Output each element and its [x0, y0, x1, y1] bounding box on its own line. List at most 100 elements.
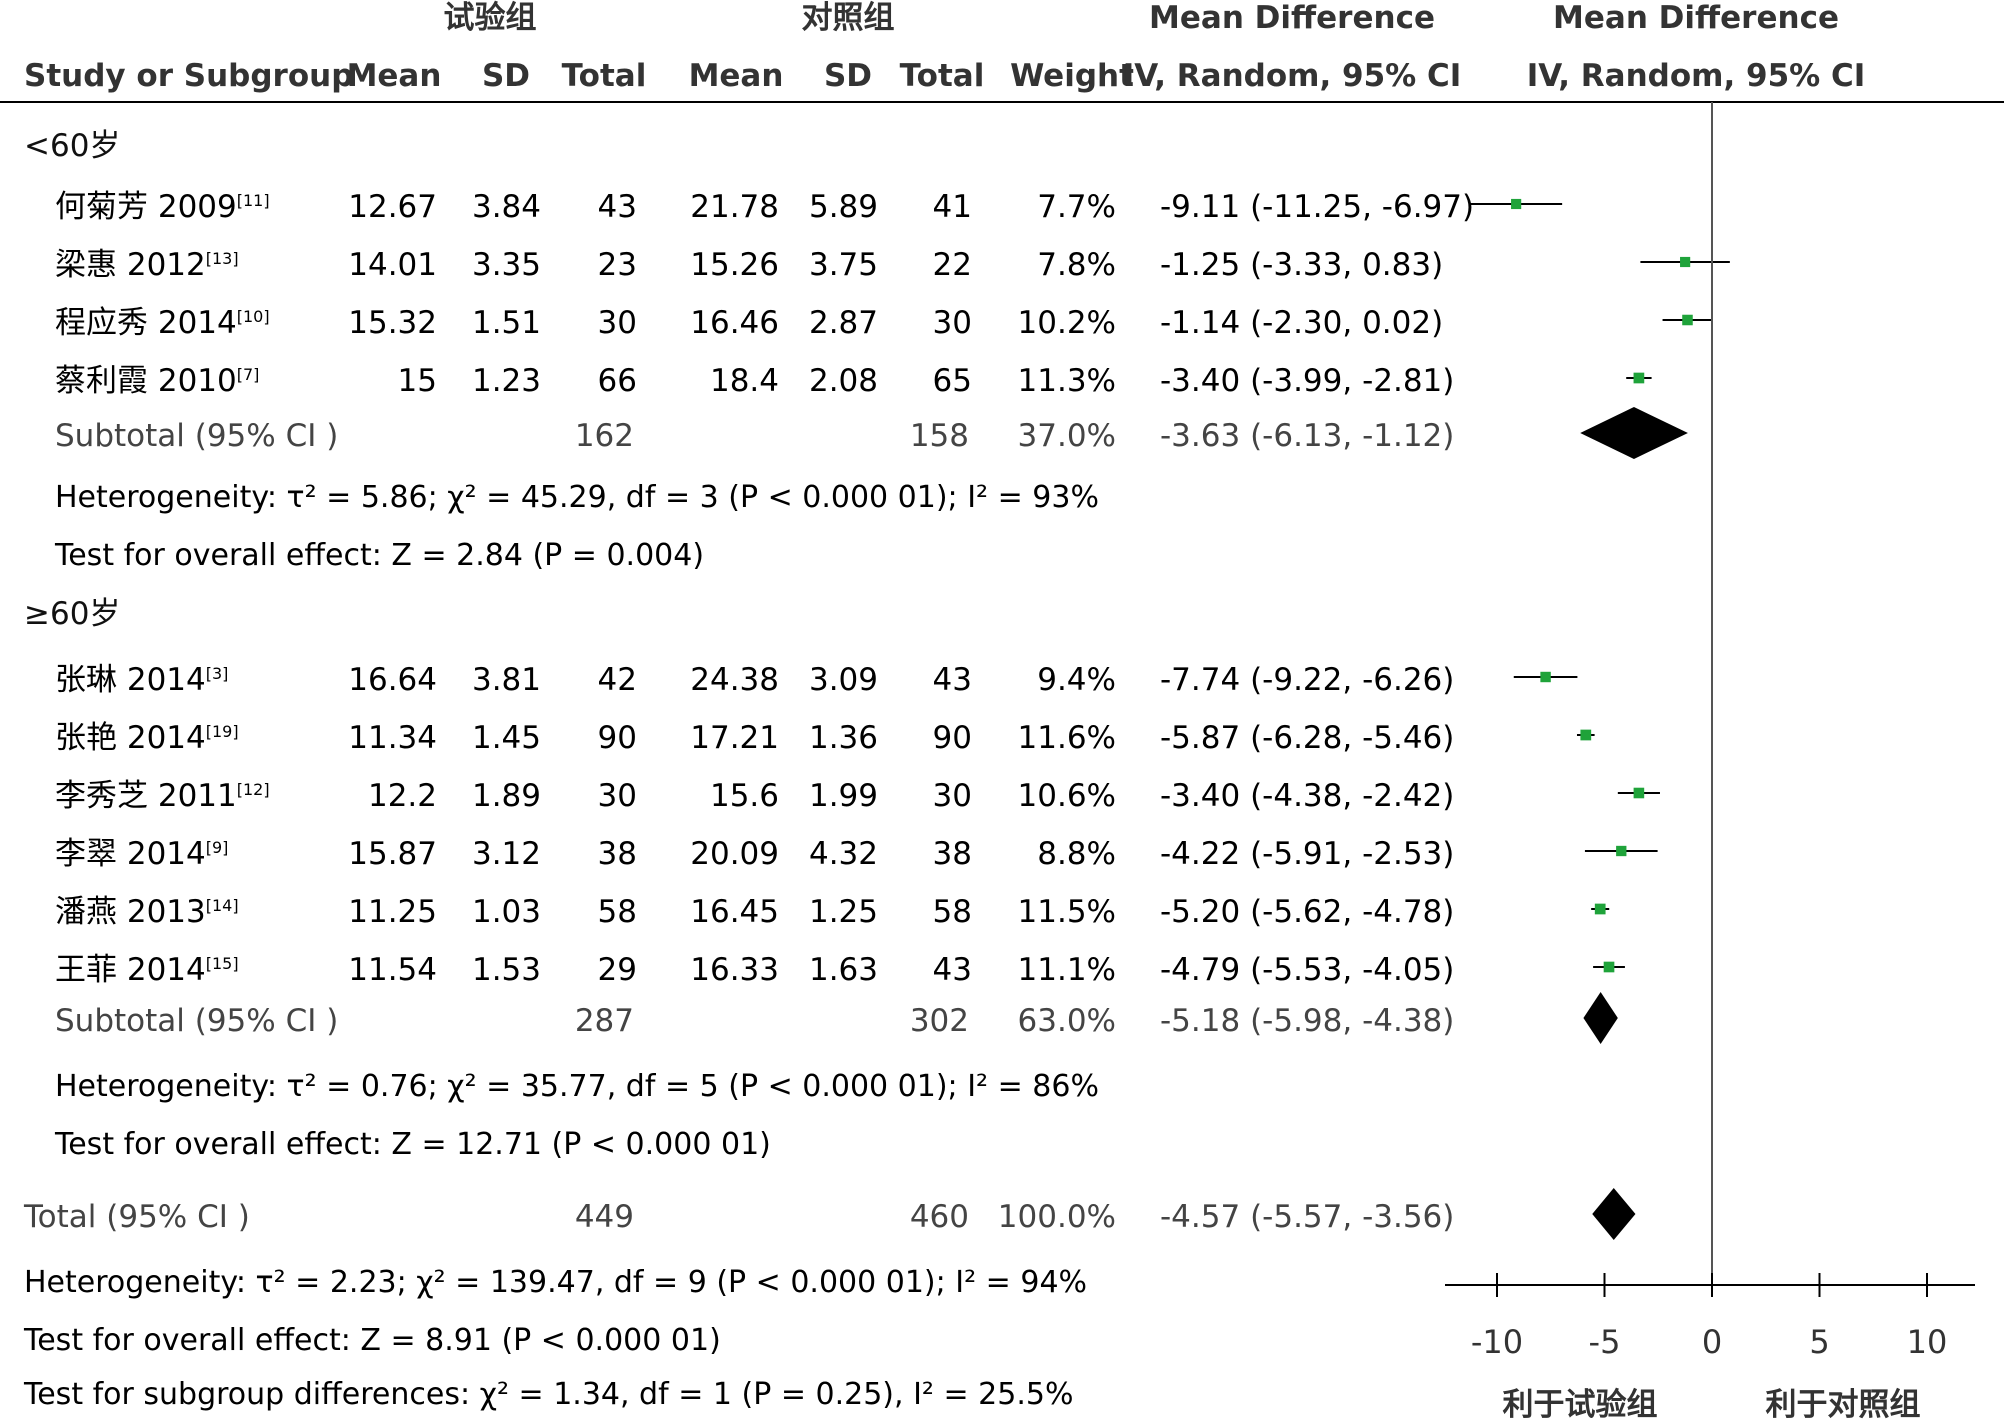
- total-total-exp: 449: [575, 1198, 634, 1236]
- study-1-4-mean-ctrl: 16.45: [690, 893, 779, 931]
- study-1-5-weight: 11.1%: [1018, 951, 1116, 989]
- study-0-3-sd-ctrl: 2.08: [809, 362, 878, 400]
- study-0-3-total-ctrl: 65: [933, 362, 972, 400]
- header-ci-col: IV, Random, 95% CI: [1092, 57, 1492, 95]
- study-1-3-sd-ctrl: 4.32: [809, 835, 878, 873]
- study-1-5-study-name: 王菲 2014[15]: [55, 951, 239, 989]
- study-1-1-mean-exp: 11.34: [348, 719, 437, 757]
- study-1-5-total-ctrl: 43: [933, 951, 972, 989]
- subtotal-0-total-exp: 162: [575, 417, 634, 455]
- study-reference: [15]: [206, 954, 239, 973]
- study-1-5-sd-exp: 1.53: [472, 951, 541, 989]
- study-reference: [3]: [206, 664, 229, 683]
- study-1-3-sd-exp: 3.12: [472, 835, 541, 873]
- study-0-1-weight: 7.8%: [1037, 246, 1116, 284]
- study-1-3-total-exp: 38: [598, 835, 637, 873]
- study-1-5-total-exp: 29: [598, 951, 637, 989]
- study-1-3-weight: 8.8%: [1037, 835, 1116, 873]
- study-1-2-mean-exp: 12.2: [368, 777, 437, 815]
- subgroup-1-name: ≥60岁: [24, 595, 120, 633]
- study-1-4-study-name: 潘燕 2013[14]: [55, 893, 239, 931]
- study-0-1-mean-ctrl: 15.26: [690, 246, 779, 284]
- study-1-3-ci-text: -4.22 (-5.91, -2.53): [1160, 835, 1454, 873]
- subgroup-1-overall-effect: Test for overall effect: Z = 12.71 (P < …: [55, 1126, 771, 1164]
- study-1-1-study-name: 张艳 2014[19]: [55, 719, 239, 757]
- study-1-0-ci-text: -7.74 (-9.22, -6.26): [1160, 661, 1454, 699]
- study-1-2-total-ctrl: 30: [933, 777, 972, 815]
- study-1-2-sd-ctrl: 1.99: [809, 777, 878, 815]
- study-0-2-sd-ctrl: 2.87: [809, 304, 878, 342]
- study-name: 潘燕 2013: [55, 894, 206, 930]
- study-1-0-weight: 9.4%: [1037, 661, 1116, 699]
- study-1-2-total-exp: 30: [598, 777, 637, 815]
- study-1-2-study-name: 李秀芝 2011[12]: [55, 777, 270, 815]
- total-total-ctrl: 460: [910, 1198, 969, 1236]
- subgroup-1-heterogeneity: Heterogeneity: τ² = 0.76; χ² = 35.77, df…: [55, 1068, 1099, 1106]
- subtotal-0-ci-text: -3.63 (-6.13, -1.12): [1160, 417, 1454, 455]
- study-0-0-weight: 7.7%: [1037, 188, 1116, 226]
- subtotal-1-total-ctrl: 302: [910, 1002, 969, 1040]
- study-0-2-total-exp: 30: [598, 304, 637, 342]
- study-name: 蔡利霞 2010: [55, 363, 237, 399]
- study-0-3-ci-text: -3.40 (-3.99, -2.81): [1160, 362, 1454, 400]
- study-0-1-total-exp: 23: [598, 246, 637, 284]
- study-0-3-total-exp: 66: [598, 362, 637, 400]
- subtotal-1-weight: 63.0%: [1018, 1002, 1116, 1040]
- study-1-2-sd-exp: 1.89: [472, 777, 541, 815]
- study-0-1-sd-ctrl: 3.75: [809, 246, 878, 284]
- study-0-2-sd-exp: 1.51: [472, 304, 541, 342]
- study-1-2-weight: 10.6%: [1018, 777, 1116, 815]
- study-1-0-study-name: 张琳 2014[3]: [55, 661, 228, 699]
- study-name: 梁惠 2012: [55, 247, 206, 283]
- study-1-1-weight: 11.6%: [1018, 719, 1116, 757]
- study-0-0-study-name: 何菊芳 2009[11]: [55, 188, 270, 226]
- study-name: 王菲 2014: [55, 952, 206, 988]
- study-0-2-ci-text: -1.14 (-2.30, 0.02): [1160, 304, 1443, 342]
- study-0-0-total-ctrl: 41: [933, 188, 972, 226]
- study-1-2-ci-text: -3.40 (-4.38, -2.42): [1160, 777, 1454, 815]
- study-0-2-mean-ctrl: 16.46: [690, 304, 779, 342]
- study-0-3-study-name: 蔡利霞 2010[7]: [55, 362, 259, 400]
- study-0-3-weight: 11.3%: [1018, 362, 1116, 400]
- total-heterogeneity: Heterogeneity: τ² = 2.23; χ² = 139.47, d…: [24, 1264, 1087, 1302]
- study-name: 李秀芝 2011: [55, 778, 237, 814]
- subgroup-0-heterogeneity: Heterogeneity: τ² = 5.86; χ² = 45.29, df…: [55, 479, 1099, 517]
- total-overall-effect: Test for overall effect: Z = 8.91 (P < 0…: [24, 1322, 721, 1360]
- study-0-0-sd-exp: 3.84: [472, 188, 541, 226]
- study-1-4-ci-text: -5.20 (-5.62, -4.78): [1160, 893, 1454, 931]
- study-reference: [10]: [237, 307, 270, 326]
- study-0-0-total-exp: 43: [598, 188, 637, 226]
- study-0-3-sd-exp: 1.23: [472, 362, 541, 400]
- header-md-col: Mean Difference: [1092, 0, 1492, 37]
- study-0-0-ci-text: -9.11 (-11.25, -6.97): [1160, 188, 1474, 226]
- study-name: 程应秀 2014: [55, 305, 237, 341]
- subtotal-0-label: Subtotal (95% CI ): [55, 417, 338, 455]
- favours-right-label: 利于对照组: [1643, 1386, 2004, 1424]
- study-1-4-weight: 11.5%: [1018, 893, 1116, 931]
- study-name: 张琳 2014: [55, 662, 206, 698]
- study-name: 何菊芳 2009: [55, 189, 237, 225]
- subtotal-0-weight: 37.0%: [1018, 417, 1116, 455]
- study-0-0-mean-ctrl: 21.78: [690, 188, 779, 226]
- study-reference: [11]: [237, 191, 270, 210]
- study-1-1-mean-ctrl: 17.21: [690, 719, 779, 757]
- header-md-plot: Mean Difference: [1496, 0, 1896, 37]
- study-0-1-ci-text: -1.25 (-3.33, 0.83): [1160, 246, 1443, 284]
- study-0-1-study-name: 梁惠 2012[13]: [55, 246, 239, 284]
- study-1-4-total-ctrl: 58: [933, 893, 972, 931]
- study-1-5-sd-ctrl: 1.63: [809, 951, 878, 989]
- subtotal-0-total-ctrl: 158: [910, 417, 969, 455]
- study-0-0-mean-exp: 12.67: [348, 188, 437, 226]
- study-1-3-study-name: 李翠 2014[9]: [55, 835, 228, 873]
- study-0-2-study-name: 程应秀 2014[10]: [55, 304, 270, 342]
- study-1-4-mean-exp: 11.25: [348, 893, 437, 931]
- study-1-3-mean-exp: 15.87: [348, 835, 437, 873]
- study-1-0-total-exp: 42: [598, 661, 637, 699]
- study-name: 张艳 2014: [55, 720, 206, 756]
- study-1-5-ci-text: -4.79 (-5.53, -4.05): [1160, 951, 1454, 989]
- subgroup-0-overall-effect: Test for overall effect: Z = 2.84 (P = 0…: [55, 537, 704, 575]
- study-1-5-mean-exp: 11.54: [348, 951, 437, 989]
- subtotal-1-total-exp: 287: [575, 1002, 634, 1040]
- study-1-1-sd-ctrl: 1.36: [809, 719, 878, 757]
- study-1-1-sd-exp: 1.45: [472, 719, 541, 757]
